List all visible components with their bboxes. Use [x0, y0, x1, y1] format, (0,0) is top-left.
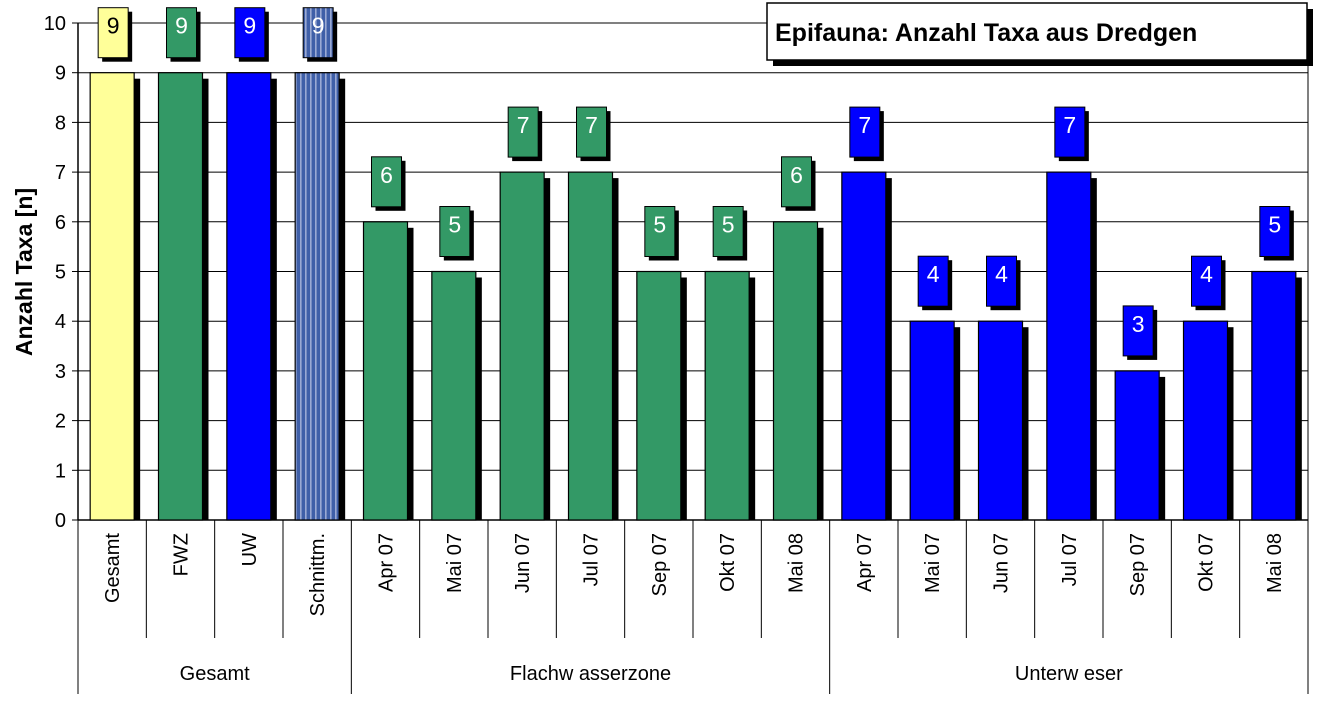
y-tick-label: 9 — [55, 63, 66, 85]
category-label: Mai 08 — [1264, 533, 1286, 593]
data-label-box — [166, 7, 197, 59]
axes: 0 1 2 3 4 5 6 7 8 9 10 — [44, 13, 1309, 694]
bar — [1182, 320, 1229, 521]
y-tick-label: 5 — [55, 262, 66, 284]
data-label: 5 — [722, 212, 735, 238]
y-tick-label: 6 — [55, 212, 66, 234]
category-label: Jun 07 — [991, 533, 1013, 593]
data-label: 5 — [653, 212, 666, 238]
y-tick-label: 0 — [55, 510, 66, 532]
data-label: 9 — [312, 13, 325, 39]
chart-title: Epifauna: Anzahl Taxa aus Dredgen — [775, 19, 1197, 47]
bar — [226, 72, 272, 521]
bar — [362, 221, 409, 521]
data-label-box — [917, 255, 949, 307]
y-tick-label: 1 — [55, 460, 66, 482]
category-label: Okt 07 — [717, 533, 739, 592]
data-label-box — [1259, 206, 1291, 257]
data-label-box — [1191, 255, 1222, 307]
data-label: 9 — [175, 13, 188, 39]
y-tick-label: 3 — [55, 361, 66, 383]
category-label: Sep 07 — [1127, 533, 1149, 596]
category-label: Mai 07 — [922, 533, 944, 593]
bar — [157, 72, 204, 521]
category-label: Okt 07 — [1196, 533, 1218, 592]
data-label-box — [781, 156, 812, 208]
category-labels: Gesamt Flachw asserzone Unterw eser Gesamt F… — [102, 533, 1286, 685]
bar — [499, 171, 545, 521]
y-tick-label: 8 — [55, 112, 66, 134]
bar — [636, 270, 682, 521]
data-label: 6 — [380, 162, 393, 188]
category-label: Mai 08 — [786, 533, 808, 593]
bar — [431, 270, 477, 521]
category-label: UW — [239, 533, 261, 566]
gridlines — [78, 22, 1308, 521]
bars — [89, 72, 1302, 521]
bar — [841, 171, 887, 521]
data-label-box — [97, 7, 129, 59]
data-label: 6 — [790, 162, 803, 188]
data-label: 9 — [243, 13, 256, 39]
data-label: 9 — [107, 13, 120, 39]
category-label: Jun 07 — [512, 533, 534, 593]
data-label-box — [507, 106, 539, 158]
group-label: Gesamt — [180, 663, 250, 685]
data-label: 7 — [517, 112, 530, 138]
bar — [567, 171, 614, 521]
data-label-box — [302, 7, 334, 59]
bar — [89, 72, 135, 521]
y-tick-label: 10 — [44, 13, 66, 35]
data-label-box — [849, 106, 881, 158]
data-label: 4 — [927, 261, 940, 287]
category-label: Apr 07 — [854, 533, 876, 592]
data-label-box — [439, 206, 471, 257]
category-label: Jul 07 — [1059, 533, 1081, 586]
data-label-box — [644, 206, 676, 257]
chart-title-box: Epifauna: Anzahl Taxa aus Dredgen — [766, 2, 1313, 66]
data-label: 5 — [1268, 212, 1281, 238]
data-label-box — [1054, 106, 1086, 158]
category-label: Gesamt — [102, 533, 124, 603]
data-label: 7 — [1063, 112, 1076, 138]
data-label-box — [1122, 305, 1154, 357]
bar — [1251, 270, 1297, 521]
data-label: 7 — [585, 112, 598, 138]
data-label-box — [576, 106, 607, 158]
bar — [294, 72, 340, 521]
data-label: 3 — [1132, 311, 1145, 337]
data-label: 4 — [1200, 261, 1213, 287]
group-label: Flachw asserzone — [510, 663, 671, 685]
data-label-box — [712, 206, 744, 257]
y-tick-label: 7 — [55, 162, 66, 184]
bar — [772, 221, 819, 521]
bar — [909, 320, 955, 521]
y-tick-label: 4 — [55, 311, 66, 333]
category-label: FWZ — [171, 533, 193, 576]
bar — [977, 320, 1024, 521]
data-label-box — [234, 7, 266, 59]
category-label: Mai 07 — [444, 533, 466, 593]
category-label: Apr 07 — [376, 533, 398, 592]
category-label: Schnittm. — [307, 533, 329, 616]
data-label-box — [371, 156, 402, 208]
data-label: 4 — [995, 261, 1008, 287]
category-label: Sep 07 — [649, 533, 671, 596]
group-label: Unterw eser — [1015, 663, 1123, 685]
data-label: 7 — [858, 112, 871, 138]
bar — [1114, 370, 1160, 521]
bar — [1046, 171, 1092, 521]
y-axis-label: Anzahl Taxa [n] — [11, 188, 37, 356]
data-labels: 9 9 9 9 6 5 7 7 5 5 6 7 4 4 7 3 4 5 — [97, 7, 1294, 360]
data-label: 5 — [448, 212, 461, 238]
y-tick-label: 2 — [55, 411, 66, 433]
data-label-box — [986, 255, 1017, 307]
bar — [704, 270, 750, 521]
category-label: Jul 07 — [581, 533, 603, 586]
